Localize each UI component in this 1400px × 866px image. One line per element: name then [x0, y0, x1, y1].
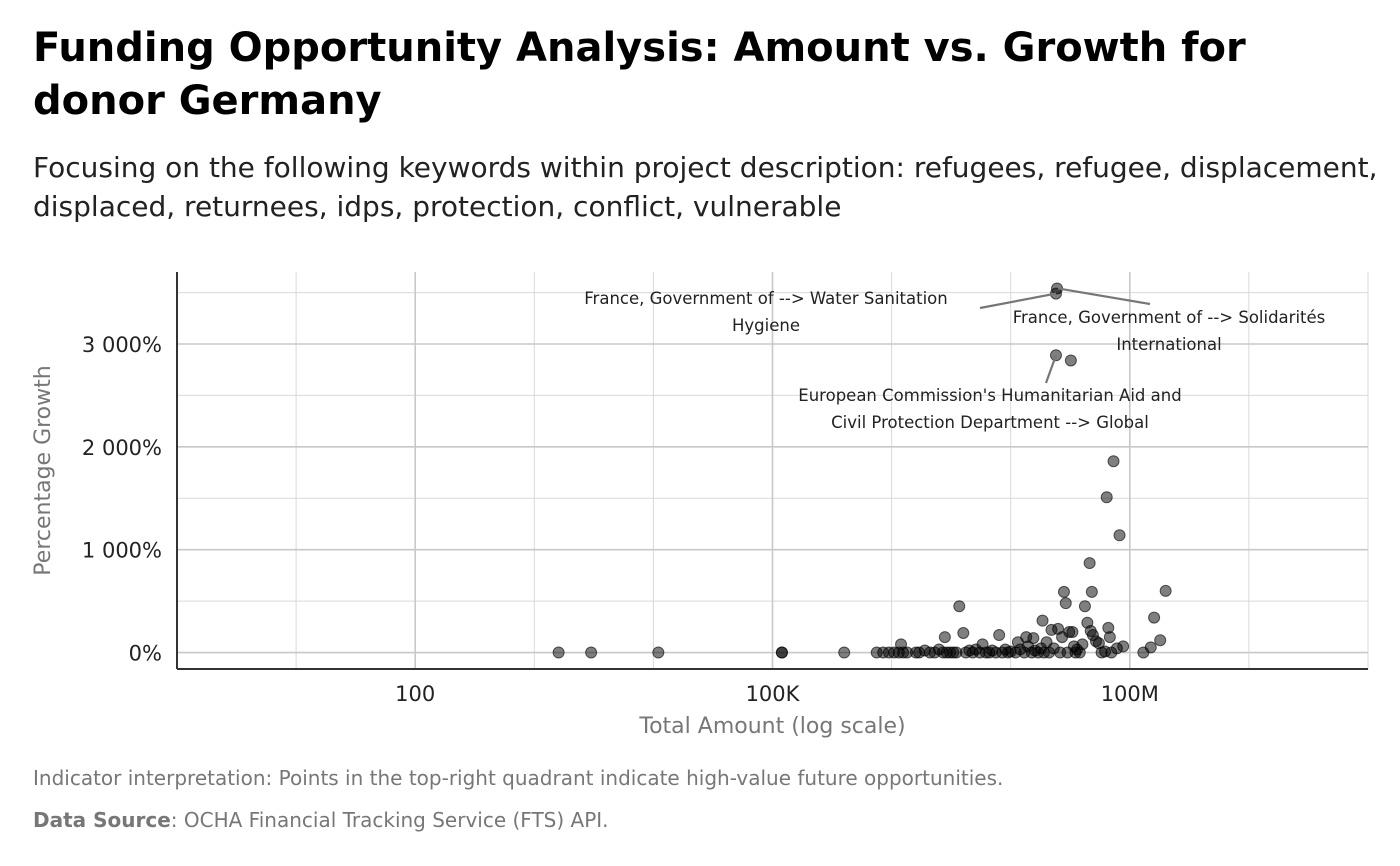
annotation-label: International: [1116, 335, 1221, 354]
x-tick-label: 100K: [746, 682, 801, 706]
interpretation-caption: Indicator interpretation: Points in the …: [33, 766, 1004, 790]
annotation-leader-line: [979, 292, 1057, 310]
data-point: [652, 646, 665, 659]
data-point: [1076, 638, 1089, 651]
data-point: [1064, 354, 1077, 367]
data-point: [775, 646, 788, 659]
data-point: [1059, 597, 1072, 610]
data-point: [957, 627, 970, 640]
data-point: [1027, 632, 1040, 645]
data-point: [552, 646, 565, 659]
chart-title: Funding Opportunity Analysis: Amount vs.…: [33, 25, 1246, 124]
data-point: [1144, 641, 1157, 654]
data-point: [953, 600, 966, 613]
data-point: [1103, 631, 1116, 644]
y-tick-label: 2 000%: [82, 436, 162, 460]
annotation-leader-line: [1057, 287, 1151, 306]
source-text: : OCHA Financial Tracking Service (FTS) …: [170, 808, 609, 832]
data-point: [838, 646, 851, 659]
data-point: [1057, 585, 1070, 598]
data-point: [1148, 611, 1161, 624]
annotation-label: Civil Protection Department --> Global: [831, 413, 1149, 432]
y-tick-label: 1 000%: [82, 539, 162, 563]
data-point: [1107, 455, 1120, 468]
data-point: [938, 631, 951, 644]
x-tick-label: 100: [395, 682, 435, 706]
y-tick-label: 3 000%: [82, 333, 162, 357]
y-axis-title: Percentage Growth: [31, 365, 56, 575]
data-point: [1083, 557, 1096, 570]
data-point: [1154, 634, 1167, 647]
data-point: [1159, 584, 1172, 597]
chart-subtitle: Focusing on the following keywords withi…: [33, 151, 1378, 223]
source-caption: Data Source: OCHA Financial Tracking Ser…: [33, 808, 609, 832]
data-point: [1078, 600, 1091, 613]
data-point: [585, 646, 598, 659]
x-tick-label: 100M: [1101, 682, 1159, 706]
data-point: [1085, 585, 1098, 598]
data-point: [895, 638, 908, 651]
annotation-label: France, Government of --> Water Sanitati…: [584, 289, 947, 308]
data-point: [1066, 625, 1079, 638]
scatter-chart: 100 100K 100M 0% 1 000% 2 000% 3 000% Total Amo…: [31, 272, 1369, 739]
data-point: [993, 629, 1006, 642]
data-point: [1100, 491, 1113, 504]
source-label: Data Source: [33, 808, 171, 832]
data-point: [1036, 614, 1049, 627]
x-axis-title: Total Amount (log scale): [638, 714, 905, 739]
annotation-label: France, Government of --> Solidarités: [1013, 308, 1326, 327]
annotation-label: European Commission's Humanitarian Aid a…: [798, 386, 1181, 405]
data-point: [1117, 640, 1130, 653]
y-tick-label: 0%: [129, 642, 162, 666]
annotation-leader-line: [1044, 354, 1058, 384]
data-point: [1113, 529, 1126, 542]
annotation-label: Hygiene: [732, 316, 800, 335]
